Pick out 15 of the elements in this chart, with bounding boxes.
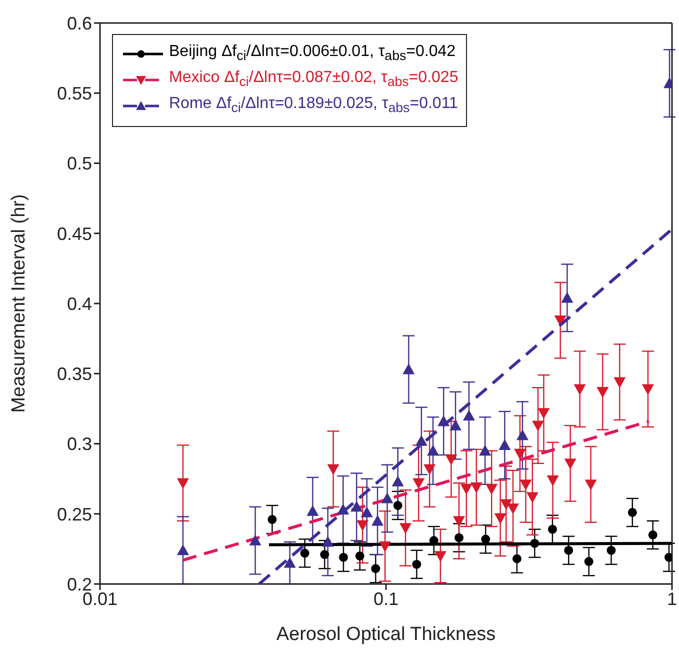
y-axis-title: Measurement Interval (hr): [8, 194, 30, 413]
x-tick-label: 0.1: [373, 588, 399, 609]
x-axis-title: Aerosol Optical Thickness: [276, 624, 496, 645]
legend-label: Rome Δf$_{ci}$/Δlnτ=0.189±0.025, τ$_{abs}$=0.011: [169, 94, 458, 118]
y-tick-label: 0.55: [56, 84, 92, 104]
x-tick-label: 1: [666, 588, 678, 609]
y-tick-label: 0.25: [56, 504, 92, 524]
y-tick-label: 0.5: [66, 154, 92, 174]
legend-label: Mexico Δf$_{ci}$/Δlnτ=0.087±0.02, τ$_{abs}$=0.025: [169, 68, 458, 92]
y-tick-label: 0.4: [66, 294, 92, 314]
y-tick-label: 0.35: [56, 364, 92, 384]
y-tick-label: 0.6: [66, 13, 92, 34]
legend-label: Beijing Δf$_{ci}$/Δlnτ=0.006±0.01, τ$_{abs}$=0.042: [169, 42, 456, 66]
y-tick-label: 0.45: [56, 224, 92, 244]
y-tick-label: 0.3: [66, 434, 92, 454]
